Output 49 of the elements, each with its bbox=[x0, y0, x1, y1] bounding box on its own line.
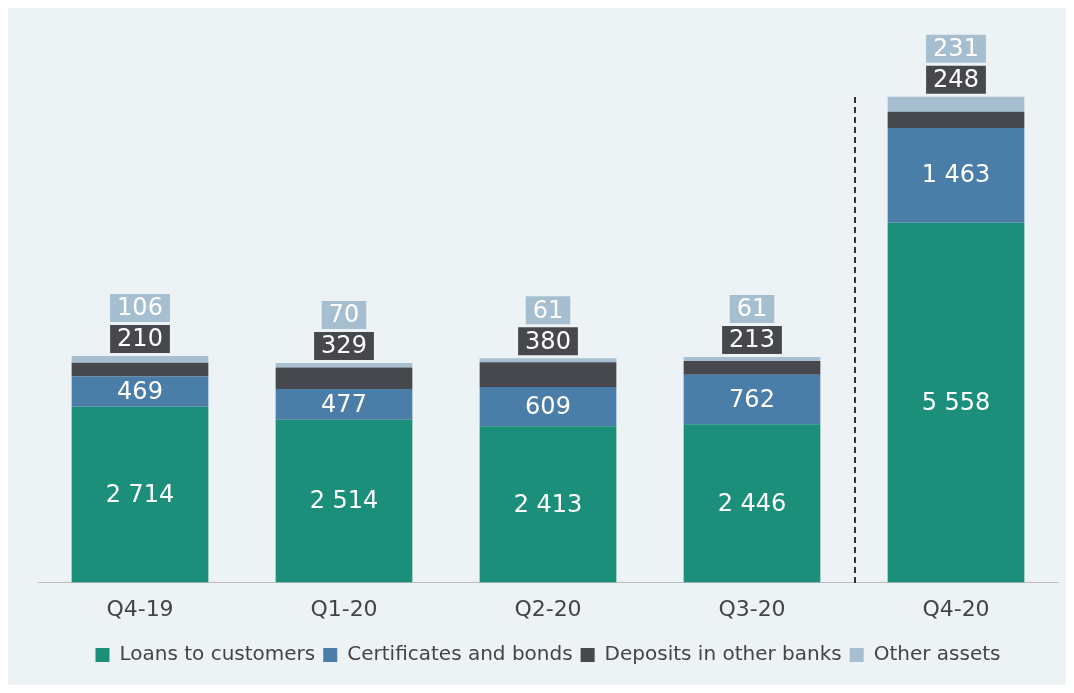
x-tick-label: Q2-20 bbox=[514, 595, 582, 621]
bar bbox=[887, 96, 1025, 112]
x-tick-label: Q3-20 bbox=[718, 595, 786, 621]
bar bbox=[275, 363, 413, 368]
bar bbox=[683, 424, 821, 583]
x-tick-label: Q1-20 bbox=[310, 595, 378, 621]
legend-label: Loans to customers bbox=[119, 641, 316, 666]
bar bbox=[887, 222, 1025, 583]
data-label: 5 558 bbox=[921, 387, 991, 416]
bar bbox=[479, 386, 617, 427]
data-label: 2 714 bbox=[105, 479, 175, 508]
bar bbox=[683, 357, 821, 362]
bar bbox=[71, 355, 209, 363]
data-label: 609 bbox=[525, 391, 571, 420]
legend-label: Other assets bbox=[873, 641, 1001, 666]
data-label: 213 bbox=[729, 325, 775, 354]
data-label: 231 bbox=[933, 34, 979, 63]
data-label: 106 bbox=[117, 293, 163, 322]
bar bbox=[479, 362, 617, 387]
data-label: 1 463 bbox=[921, 160, 991, 189]
bar bbox=[275, 367, 413, 389]
data-label: 61 bbox=[532, 295, 564, 324]
legend-label: Deposits in other banks bbox=[604, 641, 842, 666]
x-tick-label: Q4-19 bbox=[106, 595, 174, 621]
data-label: 2 514 bbox=[309, 486, 379, 515]
bar bbox=[479, 358, 617, 363]
x-tick-label: Q4-20 bbox=[922, 595, 990, 621]
data-label: 210 bbox=[117, 324, 163, 353]
bar bbox=[887, 111, 1025, 128]
data-label: 248 bbox=[933, 65, 979, 94]
data-label: 380 bbox=[525, 326, 571, 355]
bar bbox=[683, 374, 821, 425]
data-label: 2 413 bbox=[513, 489, 583, 518]
bar bbox=[275, 419, 413, 583]
data-label: 329 bbox=[321, 331, 367, 360]
data-label: 2 446 bbox=[717, 488, 787, 517]
bar bbox=[71, 362, 209, 377]
data-label: 477 bbox=[321, 389, 367, 418]
data-label: 469 bbox=[117, 376, 163, 405]
bar bbox=[71, 406, 209, 583]
legend-label: Certificates and bonds bbox=[347, 641, 573, 666]
data-label: 70 bbox=[328, 300, 360, 329]
bar bbox=[683, 361, 821, 375]
data-label: 762 bbox=[729, 384, 775, 413]
bar bbox=[479, 426, 617, 583]
bar bbox=[275, 388, 413, 420]
bar bbox=[887, 127, 1025, 223]
bar bbox=[71, 376, 209, 407]
data-label: 61 bbox=[736, 294, 768, 323]
